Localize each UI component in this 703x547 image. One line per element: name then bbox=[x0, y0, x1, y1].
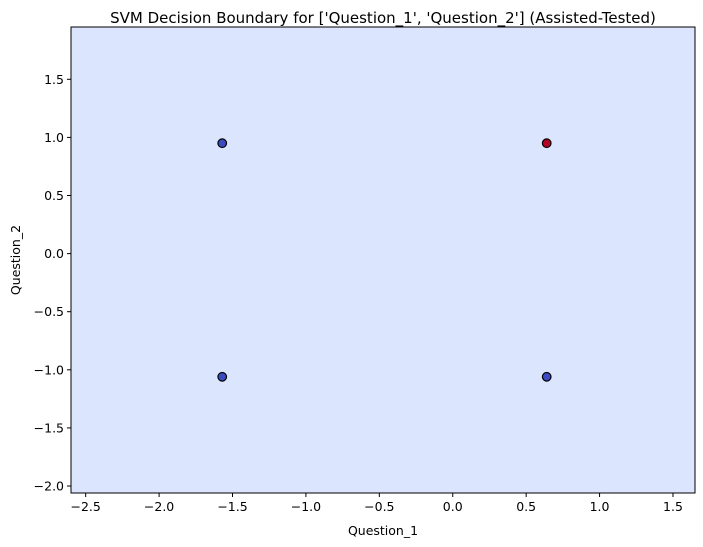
y-tick-label: 1.5 bbox=[44, 72, 64, 87]
x-tick-label: −2.5 bbox=[71, 499, 101, 514]
y-tick-label: −1.5 bbox=[34, 420, 64, 435]
plot-frame bbox=[70, 26, 696, 494]
y-tick-label: 0.0 bbox=[44, 246, 64, 261]
y-tick-label: 0.5 bbox=[44, 188, 64, 203]
y-tick-label: −0.5 bbox=[34, 304, 64, 319]
scatter-point bbox=[541, 371, 552, 382]
chart-title: SVM Decision Boundary for ['Question_1',… bbox=[110, 9, 656, 28]
x-tick-label: 1.5 bbox=[663, 499, 683, 514]
y-axis: −2.0 −1.5 −1.0 −0.5 0.0 0.5 1.0 1.5 bbox=[34, 72, 71, 494]
x-axis-label: Question_1 bbox=[348, 523, 418, 538]
x-tick-label: 0.5 bbox=[516, 499, 536, 514]
points-layer bbox=[217, 138, 552, 382]
y-axis-label: Question_2 bbox=[8, 225, 23, 295]
y-tick-label: −2.0 bbox=[34, 479, 64, 494]
x-tick-label: −2.0 bbox=[144, 499, 174, 514]
x-tick-label: 1.0 bbox=[590, 499, 610, 514]
x-tick-label: −1.0 bbox=[291, 499, 321, 514]
scatter-point bbox=[217, 138, 228, 149]
x-axis: −2.5 −2.0 −1.5 −1.0 −0.5 0.0 0.5 1.0 1.5 bbox=[71, 493, 683, 514]
y-tick-label: 1.0 bbox=[44, 130, 64, 145]
y-tick-label: −1.0 bbox=[34, 362, 64, 377]
scatter-point bbox=[541, 138, 552, 149]
x-tick-label: −0.5 bbox=[364, 499, 394, 514]
plot-area bbox=[71, 27, 695, 493]
x-tick-label: 0.0 bbox=[443, 499, 463, 514]
x-tick-label: −1.5 bbox=[217, 499, 247, 514]
scatter-point bbox=[217, 371, 228, 382]
